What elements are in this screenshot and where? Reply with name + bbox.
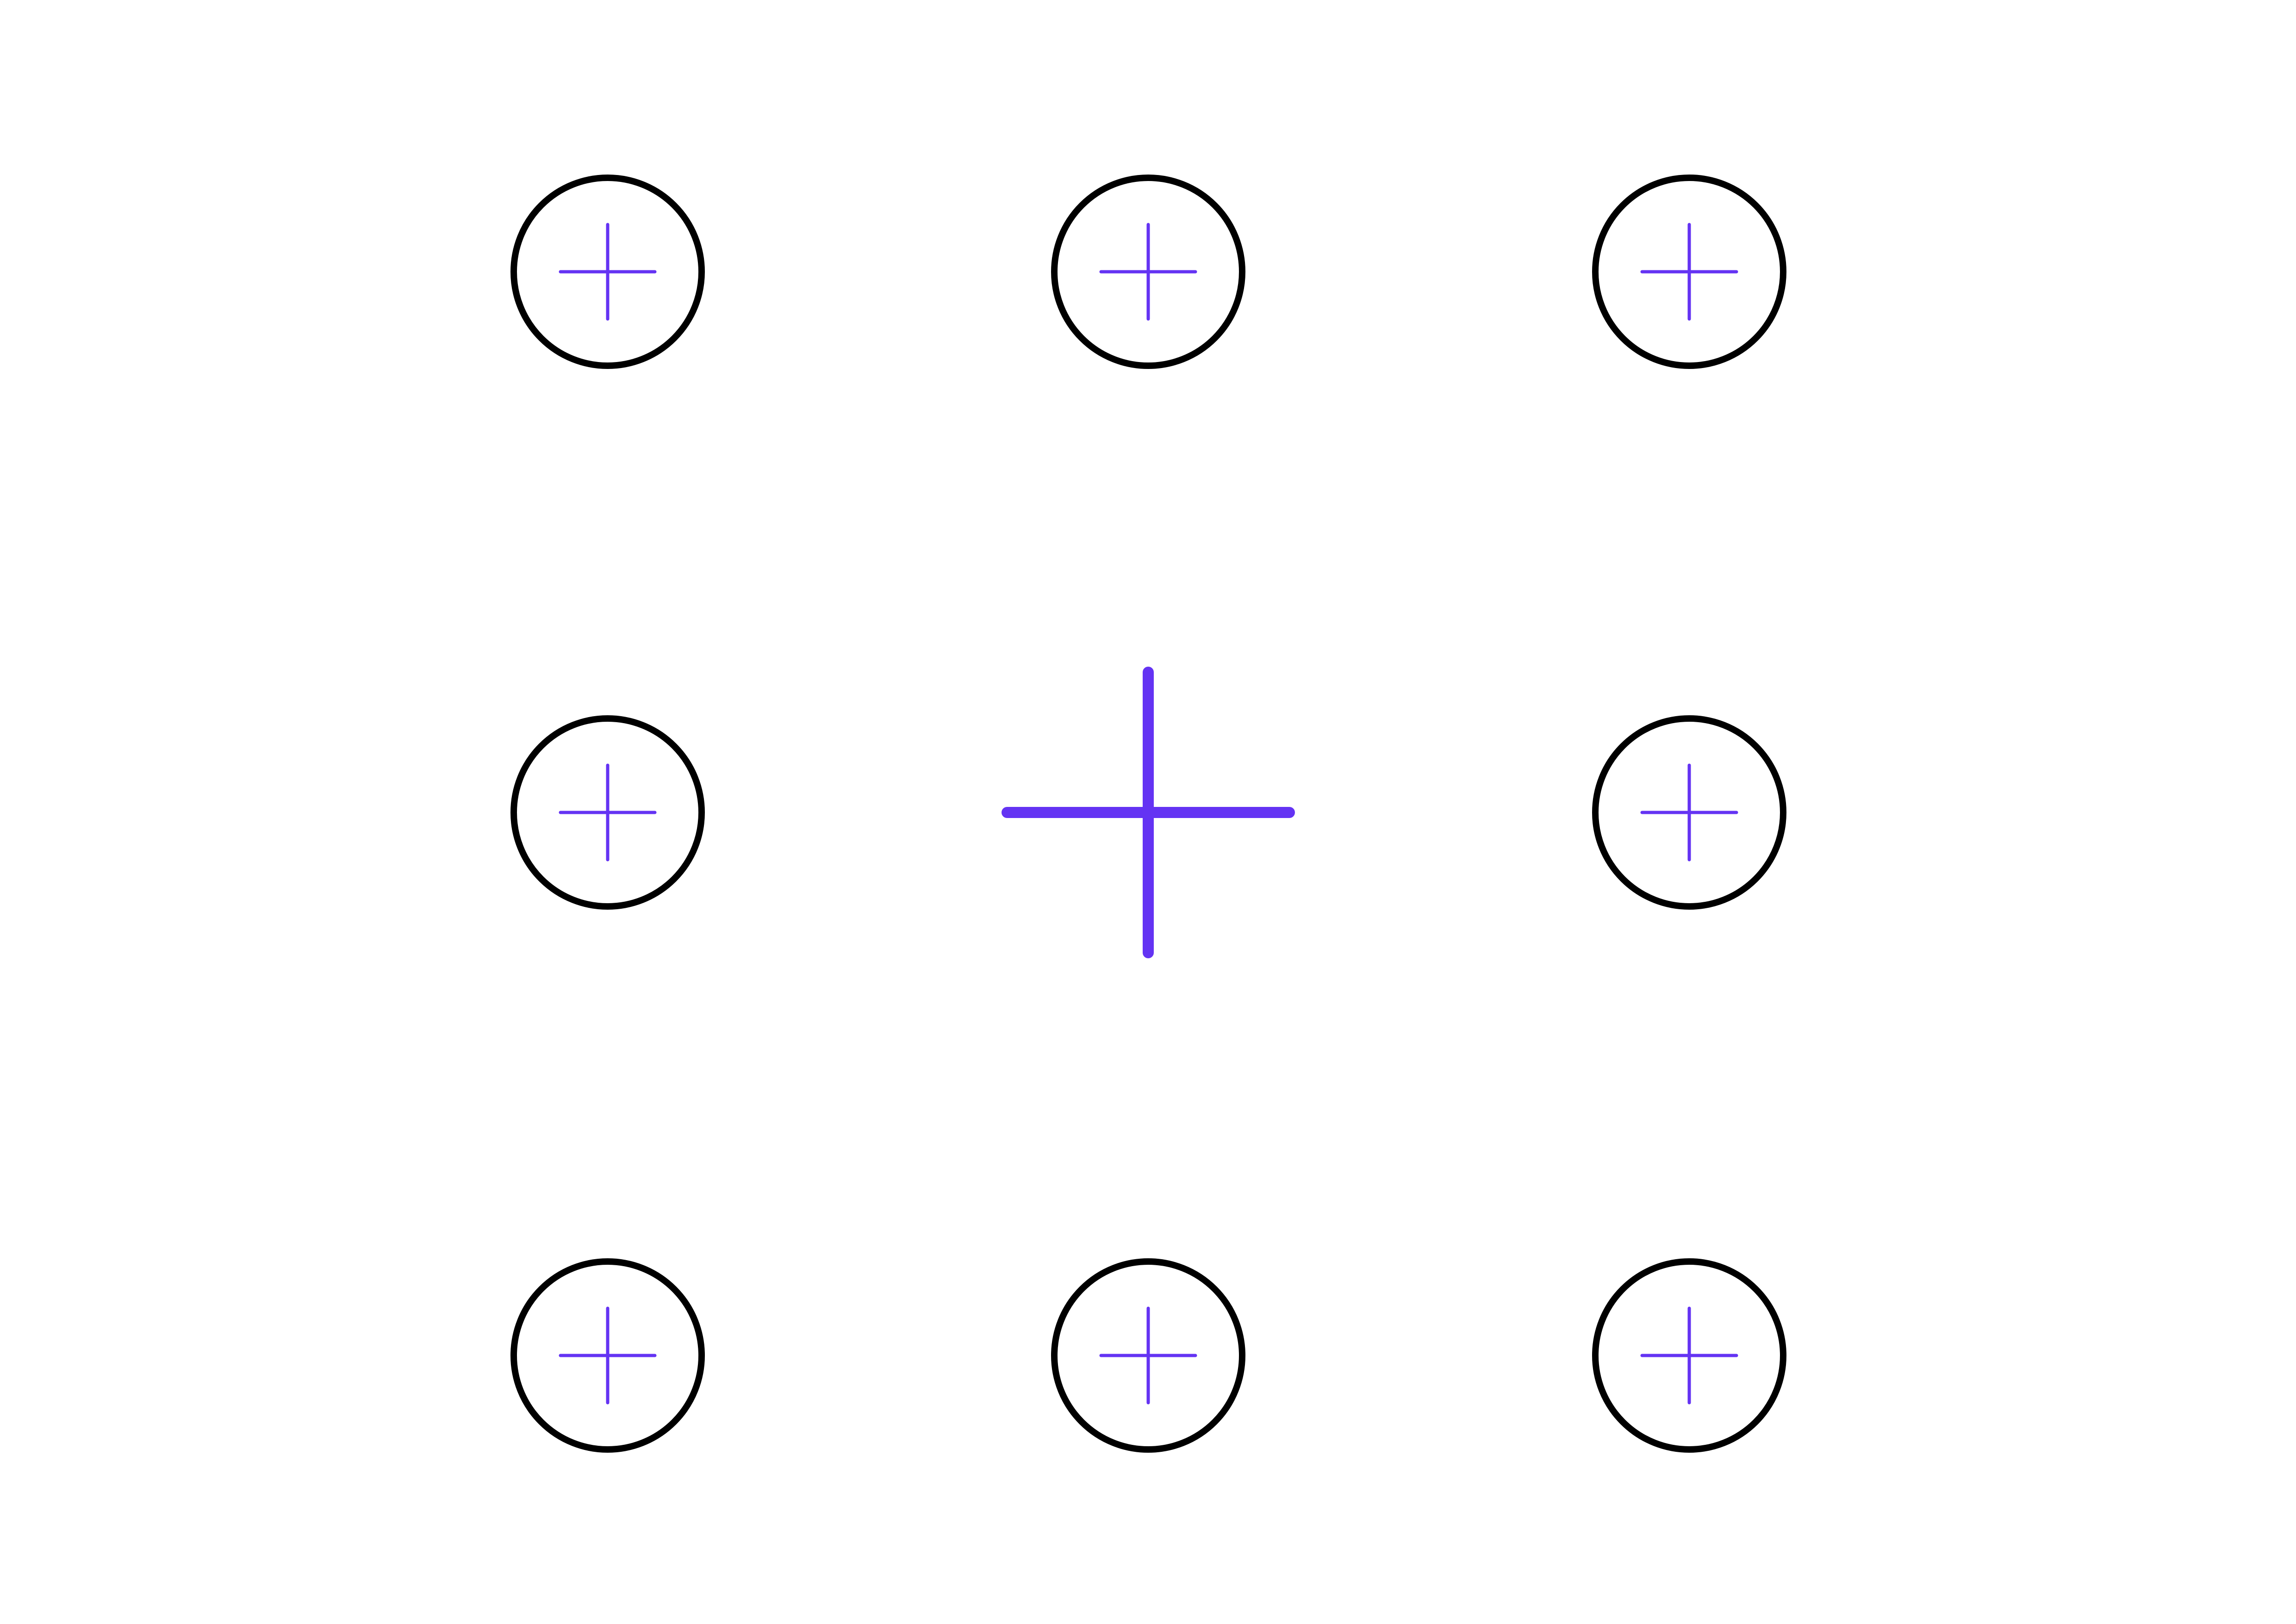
marker-ring [1051,1258,1245,1453]
circled-plus-icon [510,1258,705,1453]
marker-ring [1051,175,1245,369]
circled-plus-icon [510,715,705,910]
marker-ring [1592,715,1786,910]
marker-ring [1592,175,1786,369]
marker-ring [510,715,705,910]
center-marker [1002,667,1295,958]
marker-ring [1592,1258,1786,1453]
circled-plus-icon [1592,715,1786,910]
circled-plus-icon [1592,1258,1786,1453]
circled-plus-icon [1592,175,1786,369]
marker-ring [510,1258,705,1453]
marker-ring [510,175,705,369]
marker-grid [510,175,1786,1453]
circled-plus-icon [510,175,705,369]
circled-plus-icon [1051,175,1245,369]
plus-icon [1002,667,1295,958]
circled-plus-icon [1051,1258,1245,1453]
